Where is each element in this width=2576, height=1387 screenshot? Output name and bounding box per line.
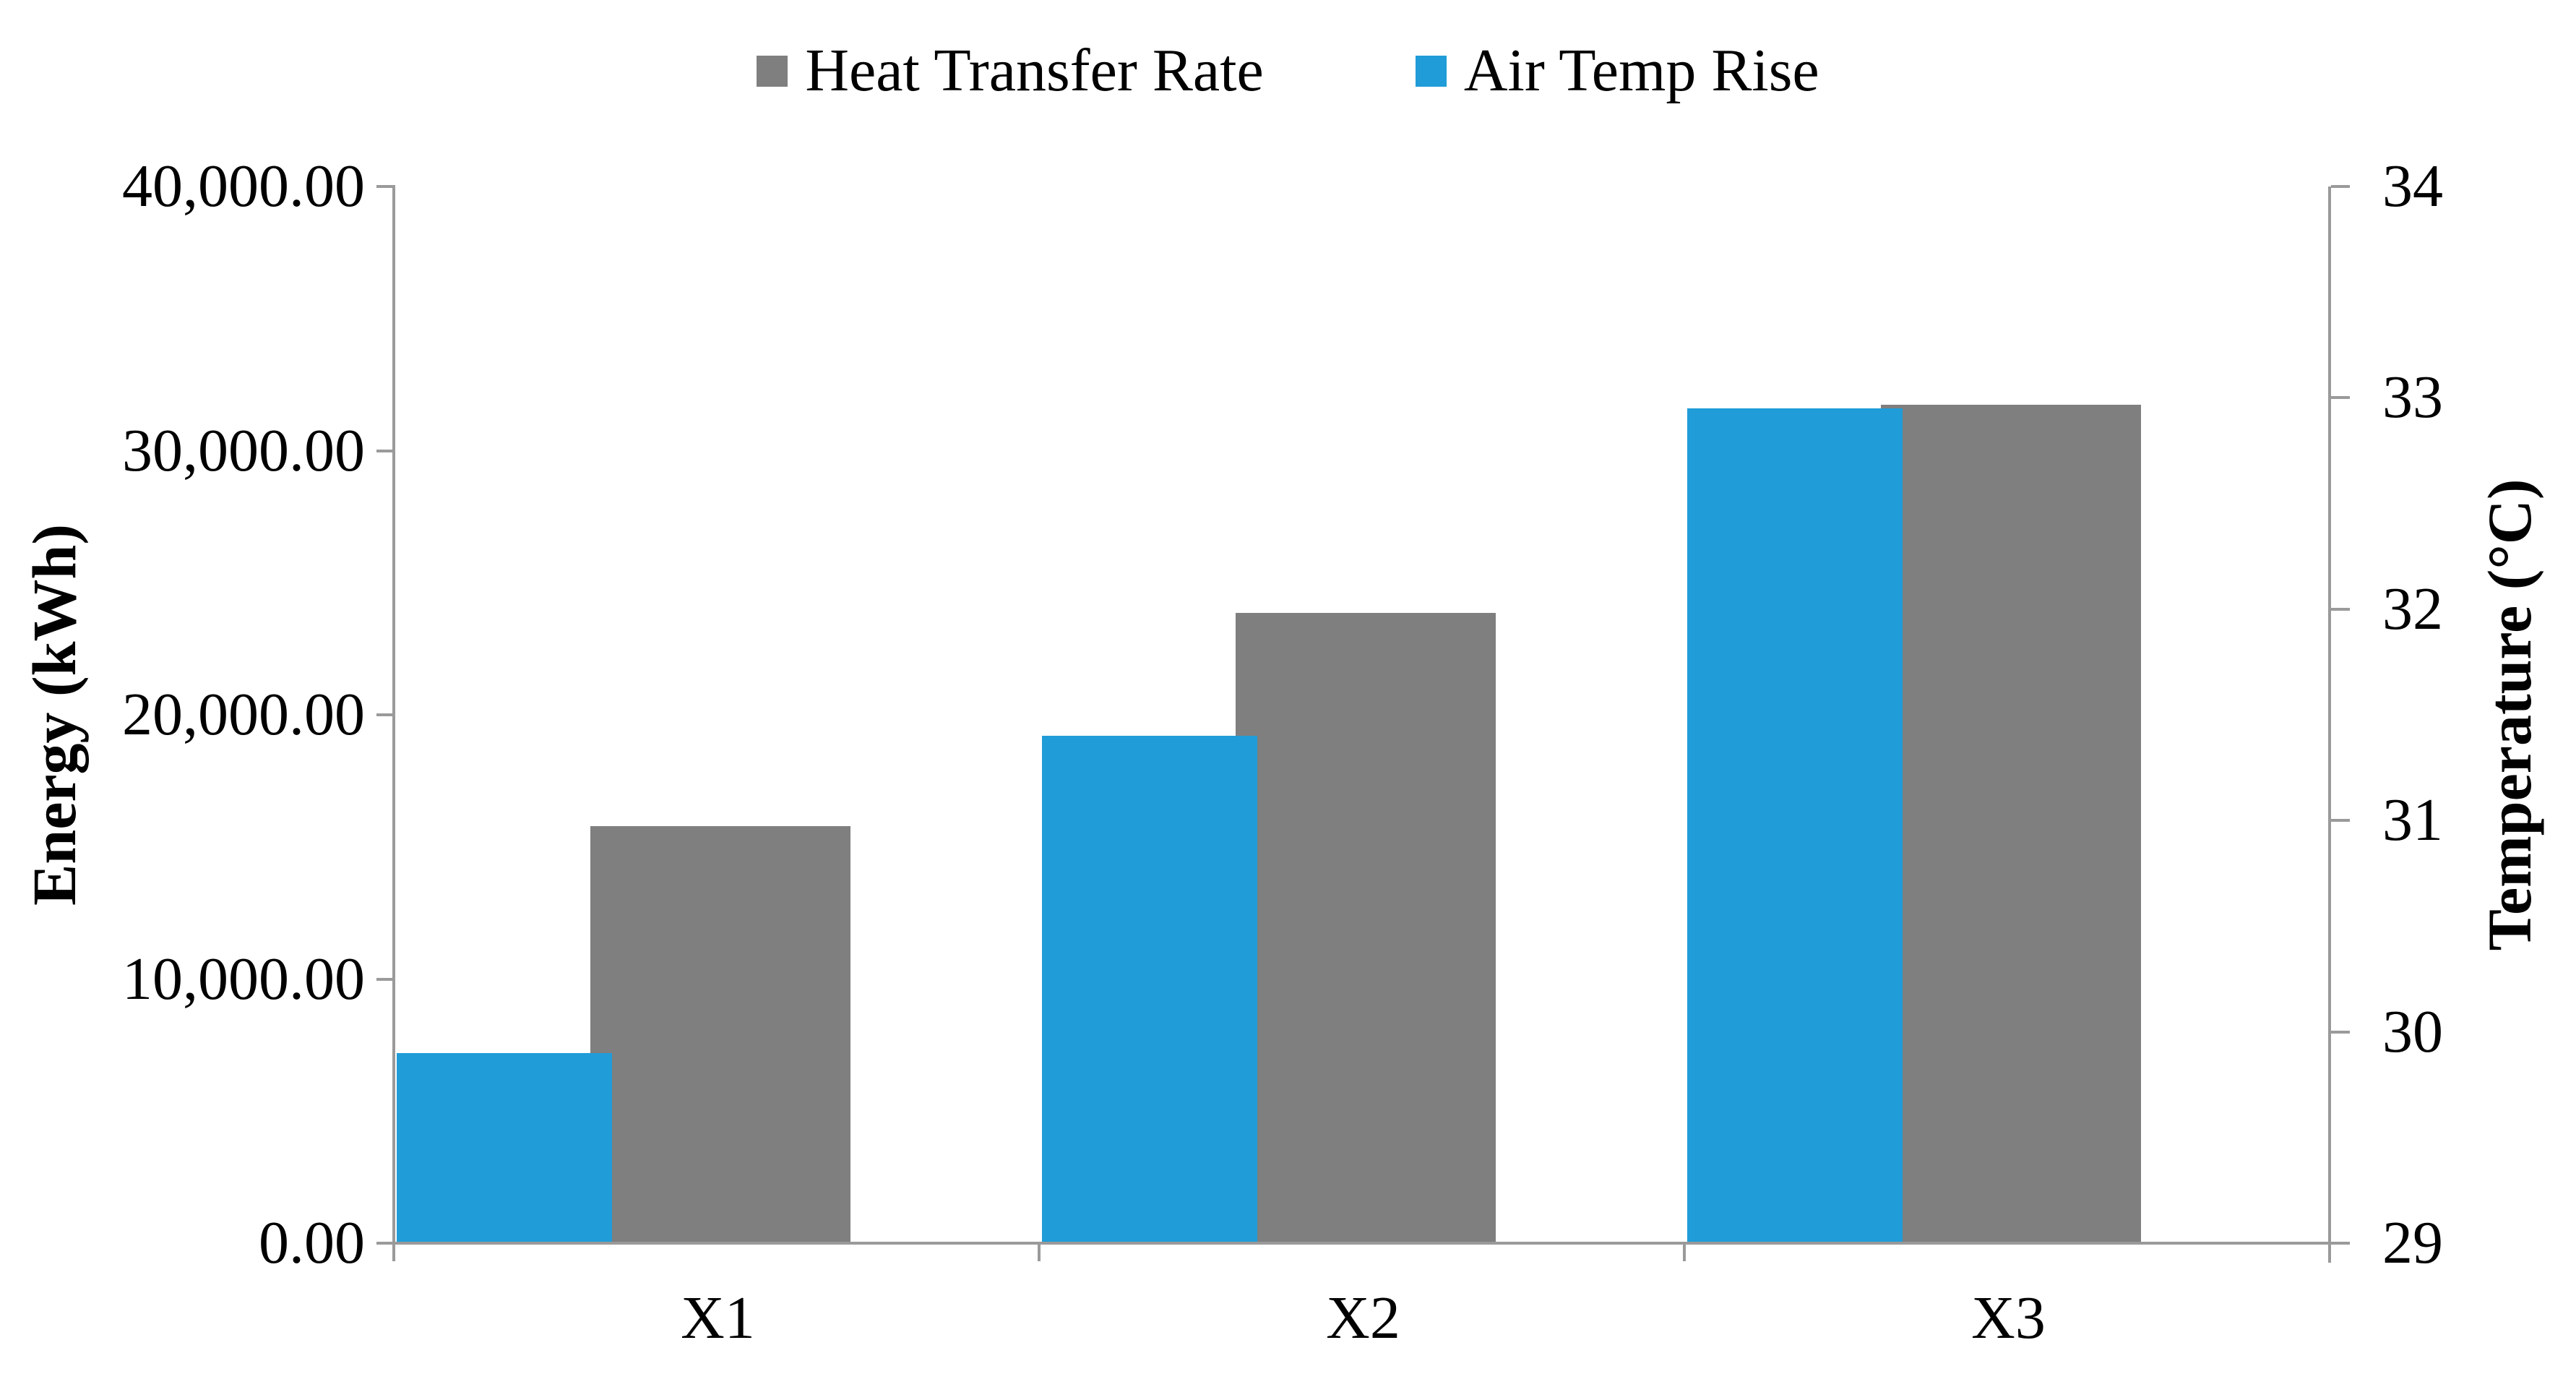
legend-swatch-air-temp-rise-icon bbox=[1415, 55, 1447, 87]
y-right-tick bbox=[2331, 607, 2350, 611]
y-right-tick-label: 31 bbox=[2382, 786, 2443, 854]
category-label-x2: X2 bbox=[1326, 1284, 1400, 1352]
y-left-tick-label: 20,000.00 bbox=[122, 681, 365, 748]
y-right-tick-label: 29 bbox=[2382, 1209, 2443, 1276]
y-right-axis-title: Temperature (°C) bbox=[2475, 478, 2544, 951]
x-axis-boundary-tick bbox=[1683, 1243, 1686, 1261]
x-axis-boundary-tick bbox=[392, 1243, 395, 1261]
y-left-tick bbox=[376, 185, 395, 188]
legend-label-heat-transfer-rate: Heat Transfer Rate bbox=[805, 37, 1264, 104]
x-axis-boundary-tick bbox=[2328, 1243, 2331, 1261]
legend-swatch-heat-transfer-rate-icon bbox=[757, 55, 788, 87]
y-left-tick bbox=[376, 1242, 395, 1245]
y-right-tick bbox=[2331, 819, 2350, 823]
bar-heat-transfer-rate-x2 bbox=[1235, 613, 1496, 1243]
bar-air-temp-rise-x1 bbox=[396, 1052, 613, 1243]
legend-item-heat-transfer-rate: Heat Transfer Rate bbox=[757, 40, 1264, 101]
legend-label-air-temp-rise: Air Temp Rise bbox=[1463, 37, 1819, 104]
y-left-tick bbox=[376, 977, 395, 981]
category-label-x3: X3 bbox=[1971, 1284, 2046, 1352]
y-left-tick bbox=[376, 449, 395, 452]
bar-heat-transfer-rate-x3 bbox=[1880, 404, 2141, 1243]
category-label-x1: X1 bbox=[681, 1284, 755, 1352]
y-left-tick-label: 0.00 bbox=[259, 1209, 365, 1276]
bar-air-temp-rise-x2 bbox=[1041, 736, 1258, 1243]
y-right-tick-label: 34 bbox=[2382, 153, 2443, 220]
y-right-tick bbox=[2331, 185, 2350, 188]
y-left-tick-label: 40,000.00 bbox=[122, 153, 365, 220]
y-left-tick bbox=[376, 713, 395, 716]
y-right-tick bbox=[2331, 1030, 2350, 1034]
x-axis-line bbox=[392, 1242, 2348, 1245]
x-axis-boundary-tick bbox=[1038, 1243, 1041, 1261]
bar-heat-transfer-rate-x1 bbox=[590, 825, 850, 1243]
y-left-tick-label: 10,000.00 bbox=[122, 945, 365, 1013]
legend: Heat Transfer Rate Air Temp Rise bbox=[0, 27, 2576, 114]
y-left-tick-label: 30,000.00 bbox=[122, 416, 365, 484]
y-right-tick-label: 30 bbox=[2382, 997, 2443, 1065]
y-right-tick-label: 32 bbox=[2382, 575, 2443, 643]
legend-item-air-temp-rise: Air Temp Rise bbox=[1415, 37, 1819, 104]
bar-air-temp-rise-x3 bbox=[1687, 408, 1903, 1243]
y-right-axis-line bbox=[2328, 186, 2331, 1263]
y-right-tick bbox=[2331, 396, 2350, 400]
y-right-tick-label: 33 bbox=[2382, 364, 2443, 431]
y-right-tick bbox=[2331, 1242, 2350, 1245]
